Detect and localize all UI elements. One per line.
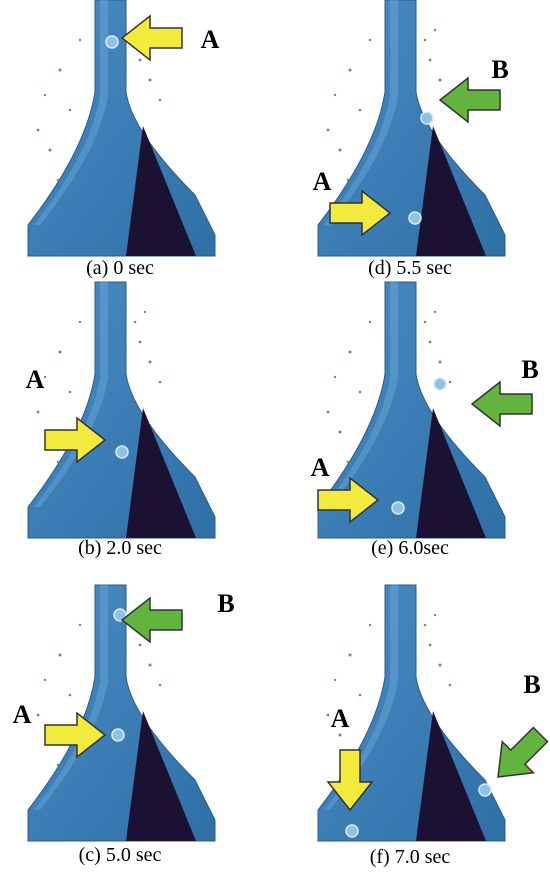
panel: B A (d) 5.5 sec — [313, 0, 509, 279]
arrow — [482, 719, 550, 793]
arrow — [440, 78, 500, 122]
bubble — [112, 729, 124, 741]
bubble — [116, 446, 128, 458]
arrow — [122, 598, 182, 642]
bubble-label: B — [217, 589, 234, 618]
caption: (e) 6.0sec — [371, 537, 449, 559]
bubble-label: A — [313, 167, 332, 196]
arrow — [122, 16, 182, 60]
bubble-label: B — [491, 55, 508, 84]
bubble-label: A — [26, 365, 45, 394]
bubble — [409, 212, 421, 224]
panel: B A (c) 5.0 sec — [13, 585, 235, 866]
micrograph — [28, 585, 215, 841]
caption: (c) 5.0 sec — [79, 844, 162, 866]
figure: A (a) 0 sec A (b) 2.0 sec B A (c) 5.0 sec B A (d)… — [0, 0, 550, 877]
bubble — [421, 112, 433, 124]
micrograph — [28, 282, 215, 538]
bubble — [346, 825, 358, 837]
bubble-label: A — [201, 25, 220, 54]
panel: A B (f) 7.0 sec — [318, 585, 550, 868]
bubble — [106, 36, 118, 48]
bubble-label: A — [331, 704, 350, 733]
bubble — [392, 502, 404, 514]
bubble — [434, 378, 446, 390]
bubble-label: B — [523, 670, 540, 699]
caption: (d) 5.5 sec — [368, 257, 452, 279]
bubble-label: B — [521, 355, 538, 384]
panel: A (a) 0 sec — [28, 0, 220, 279]
bubble-label: A — [311, 453, 330, 482]
arrow — [472, 382, 532, 426]
bubble-label: A — [13, 700, 32, 729]
caption: (f) 7.0 sec — [370, 846, 451, 868]
panel: B A (e) 6.0sec — [311, 282, 539, 559]
caption: (b) 2.0 sec — [78, 537, 162, 559]
panel: A (b) 2.0 sec — [26, 282, 215, 559]
caption: (a) 0 sec — [86, 257, 154, 279]
bubble — [479, 784, 491, 796]
